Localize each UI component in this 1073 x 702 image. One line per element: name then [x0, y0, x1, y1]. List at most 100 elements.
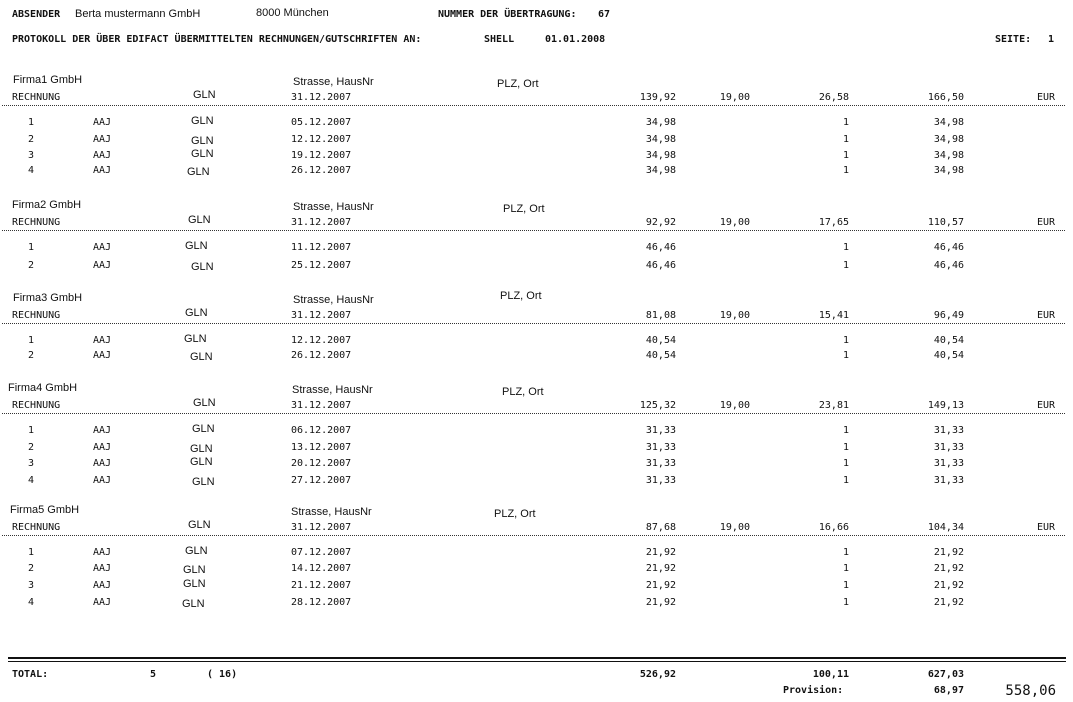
- item-date: 26.12.2007: [291, 350, 352, 361]
- protocol-title: PROTOKOLL DER ÜBER EDIFACT ÜBERMITTELTEN…: [12, 34, 422, 45]
- item-amount: 34,98: [645, 117, 676, 128]
- item-total: 46,46: [933, 260, 964, 271]
- total-divider: [8, 657, 1066, 659]
- firm-street: Strasse, HausNr: [292, 384, 373, 396]
- firm-name: Firma5 GmbH: [10, 504, 80, 516]
- invoice-gln: GLN: [188, 214, 211, 226]
- item-quantity: 1: [842, 580, 849, 591]
- invoice-vat: 26,58: [818, 92, 849, 103]
- invoice-net: 125,32: [639, 400, 676, 411]
- item-code: AAJ: [93, 242, 112, 253]
- item-code: AAJ: [93, 475, 112, 486]
- invoice-vat-rate: 19,00: [719, 522, 750, 533]
- item-total: 31,33: [933, 442, 964, 453]
- item-date: 12.12.2007: [291, 134, 352, 145]
- firm-city: PLZ, Ort: [494, 508, 536, 520]
- firm-name: Firma3 GmbH: [13, 292, 83, 304]
- item-total: 21,92: [933, 580, 964, 591]
- item-number: 2: [28, 350, 35, 361]
- item-date: 26.12.2007: [291, 165, 352, 176]
- item-total: 34,98: [933, 150, 964, 161]
- item-quantity: 1: [842, 260, 849, 271]
- invoice-type: RECHNUNG: [12, 522, 61, 533]
- item-amount: 46,46: [645, 242, 676, 253]
- item-code: AAJ: [93, 597, 112, 608]
- item-gln: GLN: [191, 148, 214, 160]
- sender-label: ABSENDER: [12, 9, 61, 20]
- invoice-gross: 149,13: [927, 400, 964, 411]
- item-quantity: 1: [842, 134, 849, 145]
- item-date: 20.12.2007: [291, 458, 352, 469]
- invoice-currency: EUR: [1036, 92, 1055, 103]
- item-gln: GLN: [185, 545, 208, 557]
- firm-city: PLZ, Ort: [503, 203, 545, 215]
- item-quantity: 1: [842, 335, 849, 346]
- commission-label: Provision:: [783, 685, 844, 696]
- item-amount: 40,54: [645, 350, 676, 361]
- item-total: 34,98: [933, 165, 964, 176]
- invoice-vat-rate: 19,00: [719, 310, 750, 321]
- item-amount: 31,33: [645, 442, 676, 453]
- item-number: 1: [28, 242, 35, 253]
- total-net: 526,92: [639, 669, 676, 680]
- item-quantity: 1: [842, 563, 849, 574]
- page-number: 1: [1048, 34, 1055, 45]
- item-number: 2: [28, 442, 35, 453]
- invoice-date: 31.12.2007: [291, 522, 352, 533]
- item-number: 2: [28, 134, 35, 145]
- firm-street: Strasse, HausNr: [291, 506, 372, 518]
- item-number: 3: [28, 458, 35, 469]
- item-gln: GLN: [185, 240, 208, 252]
- invoice-gln: GLN: [188, 519, 211, 531]
- item-date: 11.12.2007: [291, 242, 352, 253]
- item-gln: GLN: [190, 443, 213, 455]
- item-gln: GLN: [191, 261, 214, 273]
- invoice-vat: 17,65: [818, 217, 849, 228]
- item-number: 3: [28, 580, 35, 591]
- invoice-divider: [2, 323, 1065, 324]
- invoice-vat-rate: 19,00: [719, 217, 750, 228]
- invoice-vat: 23,81: [818, 400, 849, 411]
- invoice-date: 31.12.2007: [291, 400, 352, 411]
- item-code: AAJ: [93, 547, 112, 558]
- item-total: 31,33: [933, 475, 964, 486]
- item-total: 46,46: [933, 242, 964, 253]
- item-date: 28.12.2007: [291, 597, 352, 608]
- item-number: 2: [28, 260, 35, 271]
- invoice-vat-rate: 19,00: [719, 400, 750, 411]
- invoice-divider: [2, 535, 1065, 536]
- item-gln: GLN: [183, 578, 206, 590]
- item-code: AAJ: [93, 260, 112, 271]
- sender-name: Berta mustermann GmbH: [75, 8, 201, 20]
- item-gln: GLN: [182, 598, 205, 610]
- item-code: AAJ: [93, 425, 112, 436]
- item-number: 2: [28, 563, 35, 574]
- protocol-date: 01.01.2008: [545, 34, 606, 45]
- item-quantity: 1: [842, 597, 849, 608]
- firm-street: Strasse, HausNr: [293, 76, 374, 88]
- firm-name: Firma1 GmbH: [13, 74, 83, 86]
- transmission-number: 67: [598, 9, 611, 20]
- item-quantity: 1: [842, 150, 849, 161]
- item-date: 19.12.2007: [291, 150, 352, 161]
- item-total: 34,98: [933, 117, 964, 128]
- item-code: AAJ: [93, 580, 112, 591]
- firm-city: PLZ, Ort: [502, 386, 544, 398]
- item-amount: 40,54: [645, 335, 676, 346]
- item-total: 21,92: [933, 563, 964, 574]
- item-quantity: 1: [842, 547, 849, 558]
- item-amount: 31,33: [645, 475, 676, 486]
- item-amount: 21,92: [645, 580, 676, 591]
- item-gln: GLN: [190, 351, 213, 363]
- invoice-currency: EUR: [1036, 310, 1055, 321]
- total-invoice-count: 5: [150, 669, 157, 680]
- item-total: 21,92: [933, 597, 964, 608]
- item-date: 07.12.2007: [291, 547, 352, 558]
- invoice-gross: 166,50: [927, 92, 964, 103]
- invoice-gross: 96,49: [933, 310, 964, 321]
- item-quantity: 1: [842, 165, 849, 176]
- invoice-currency: EUR: [1036, 400, 1055, 411]
- item-code: AAJ: [93, 350, 112, 361]
- item-code: AAJ: [93, 458, 112, 469]
